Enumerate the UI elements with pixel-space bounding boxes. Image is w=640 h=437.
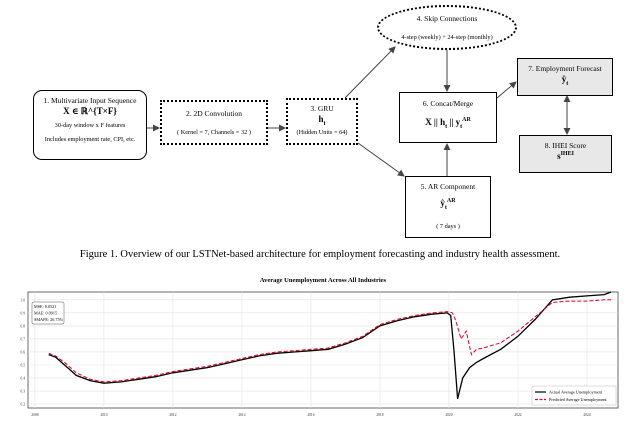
node-conv-title: 2. 2D Convolution [185, 109, 243, 118]
node-concat-merge: 6. Concat/Merge X || ht || ytAR [399, 92, 497, 143]
node-ar-math: ŷtAR [440, 197, 456, 211]
node-ihei-score: 8. IHEI Score sIHEI [519, 135, 612, 173]
node-skip-title: 4. Skip Connections [416, 14, 478, 23]
metric-label: MSE: 0.0521 [34, 304, 56, 309]
node-gru: 3. GRU ht (Hidden Units = 64) [286, 98, 358, 145]
series-line-predicted [48, 299, 612, 383]
node-input-sequence: 1. Multivariate Input Sequence X ∈ ℝ^{T×… [33, 90, 147, 160]
node-conv-sub: ( Kernel = 7, Channels = 32 ) [177, 128, 251, 136]
metric-label: MAE: 0.0915 [34, 311, 57, 316]
node-gru-sub: (Hidden Units = 64) [296, 129, 348, 137]
x-tick-label: 2020 [445, 413, 452, 417]
y-tick-label: 0.9 [21, 311, 26, 315]
x-tick-label: 2018 [376, 413, 383, 417]
node-forecast-title: 7. Employment Forecast [528, 64, 602, 73]
y-tick-label: 1.0 [21, 298, 26, 302]
x-tick-label: 2008 [31, 413, 38, 417]
node-concat-math: X || ht || ytAR [425, 116, 471, 130]
x-tick-label: 2024 [583, 413, 590, 417]
figure-caption: Figure 1. Overview of our LSTNet-based a… [79, 249, 561, 260]
chart-title: Average Unemployment Across All Industri… [260, 277, 387, 284]
metrics-box [31, 301, 65, 325]
node-input-line2: Includes employment rate, CPI, etc. [44, 136, 136, 144]
node-2d-convolution: 2. 2D Convolution ( Kernel = 7, Channels… [160, 100, 268, 145]
node-gru-math: ht [318, 113, 326, 127]
node-employment-forecast: 7. Employment Forecast ŷt [517, 58, 613, 96]
legend-label: Predicted Average Unemployment [549, 397, 607, 402]
node-ihei-math: sIHEI [557, 150, 574, 161]
node-ar-component: 5. AR Component ŷtAR ( 7 days ) [405, 176, 491, 238]
arrow-gru-ar [357, 142, 405, 177]
y-tick-label: 0.7 [21, 337, 26, 341]
x-tick-label: 2016 [307, 413, 314, 417]
node-input-title: 1. Multivariate Input Sequence [43, 96, 137, 105]
node-gru-title: 3. GRU [310, 104, 334, 113]
unemployment-chart: Average Unemployment Across All Industri… [0, 268, 640, 432]
arrow-gru-skip [344, 46, 396, 99]
x-tick-label: 2010 [100, 413, 107, 417]
node-ihei-title: 8. IHEI Score [544, 141, 587, 150]
node-concat-title: 6. Concat/Merge [422, 99, 474, 108]
node-input-line1: 30-day window x F features [54, 121, 126, 129]
arrow-concat-forecast [496, 81, 517, 99]
legend-label: Actual Average Unemployment [549, 390, 603, 395]
y-tick-label: 0.2 [21, 403, 26, 407]
y-tick-label: 0.5 [21, 363, 26, 367]
series-line-actual [48, 291, 612, 400]
node-ar-title: 5. AR Component [420, 182, 476, 191]
legend-box [531, 385, 617, 406]
chart-svg: Average Unemployment Across All Industri… [21, 277, 619, 417]
node-skip-sub: 4-step (weekly) + 24-step (monthly) [401, 33, 493, 41]
node-input-math: X ∈ ℝ^{T×F} [63, 105, 117, 116]
diagram-arrows [147, 46, 571, 177]
x-tick-label: 2014 [238, 413, 245, 417]
node-forecast-math: ŷt [561, 73, 569, 87]
node-ar-sub: ( 7 days ) [436, 223, 460, 231]
x-tick-label: 2012 [169, 413, 176, 417]
y-tick-label: 0.8 [21, 324, 26, 328]
metric-label: SMAPE: 26.75% [34, 317, 64, 322]
x-tick-label: 2022 [514, 413, 521, 417]
y-tick-label: 0.3 [21, 390, 26, 394]
node-skip-connections: 4. Skip Connections 4-step (weekly) + 24… [377, 5, 517, 50]
plot-area [27, 291, 619, 409]
y-tick-label: 0.4 [21, 377, 26, 381]
y-tick-label: 0.6 [21, 350, 26, 354]
